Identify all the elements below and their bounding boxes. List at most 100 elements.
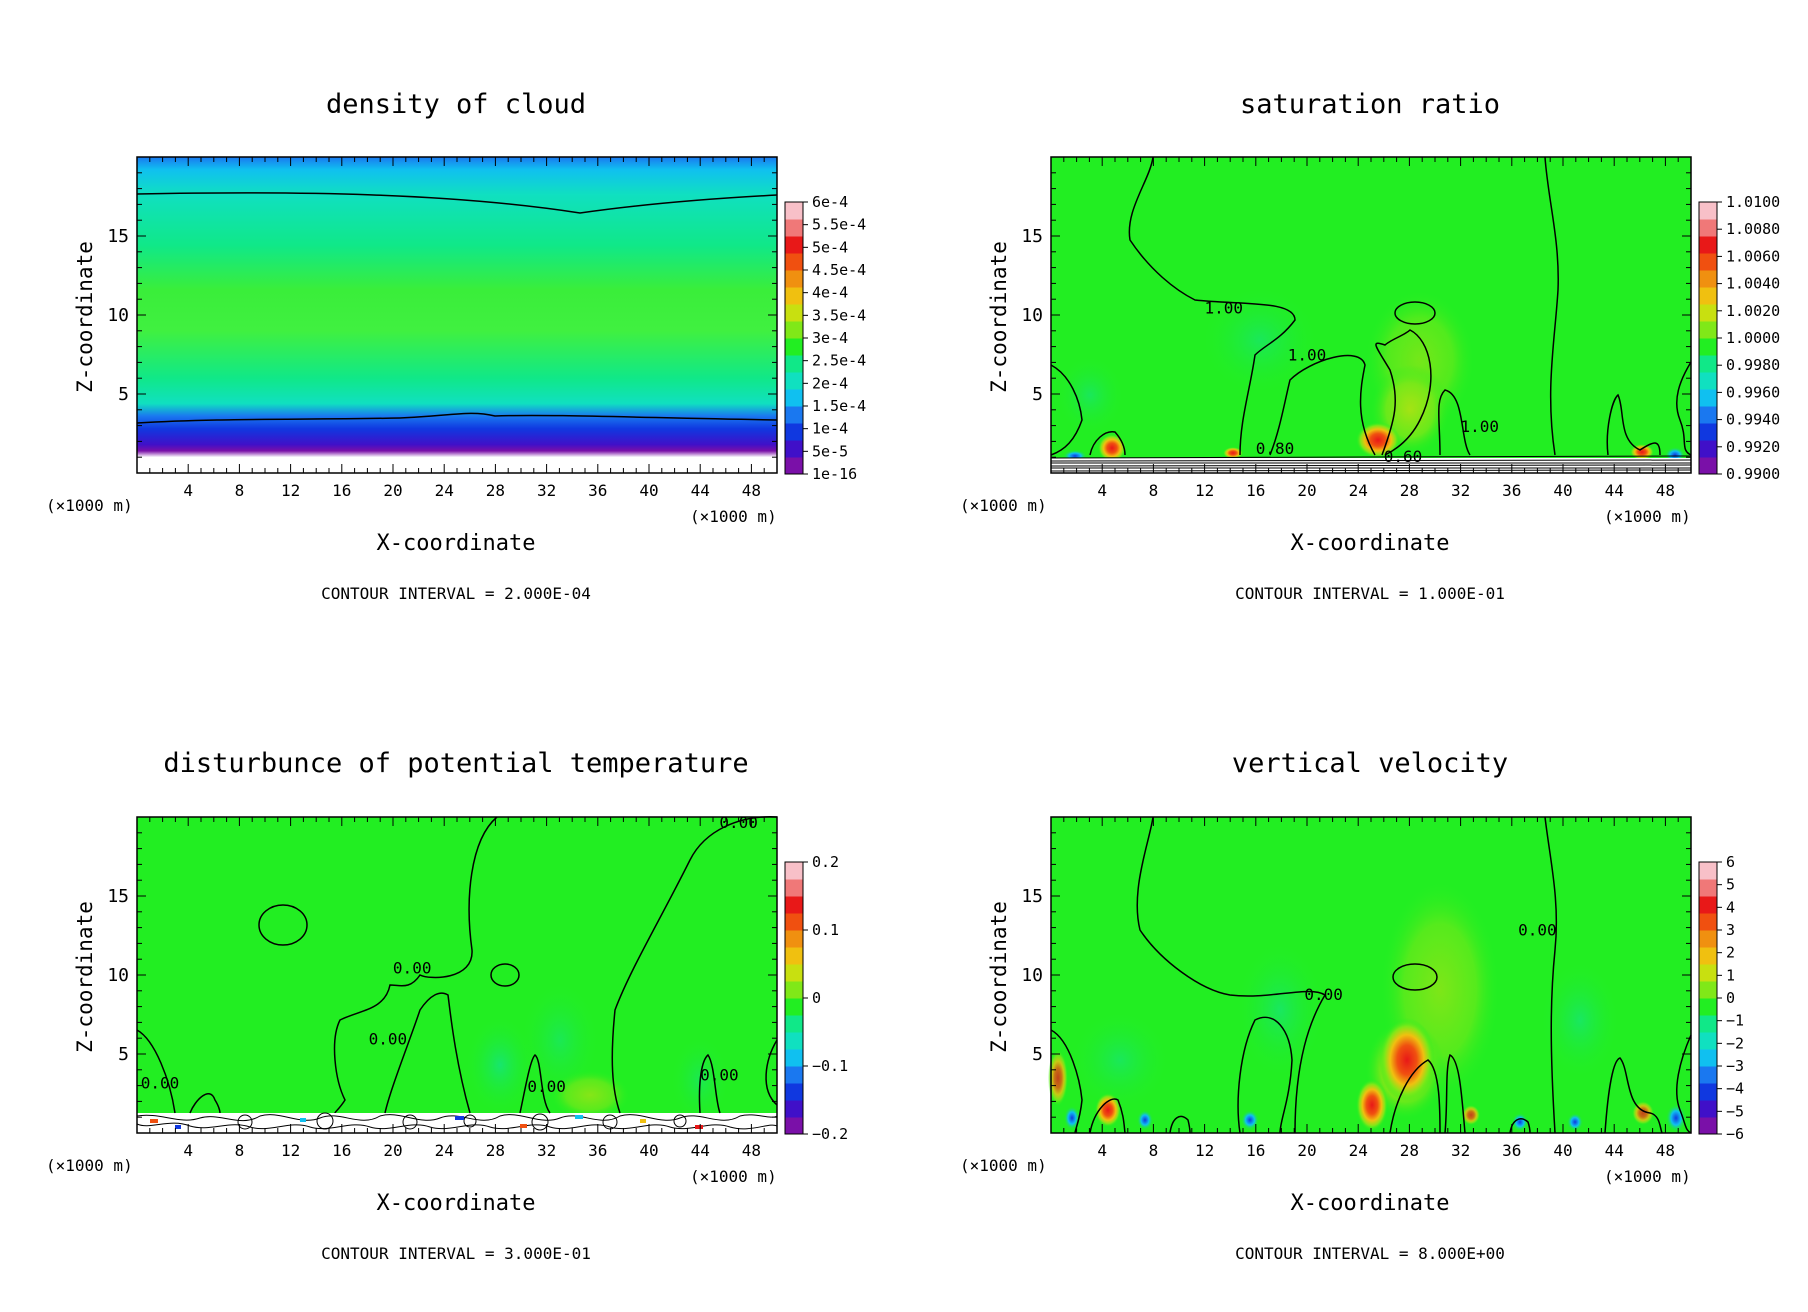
x-tick-label: 28 (1400, 481, 1419, 500)
y-tick-label: 10 (1021, 965, 1043, 986)
colorbar-label: 1.0040 (1726, 275, 1780, 293)
colorbar-swatch (785, 1032, 803, 1050)
panel2-footer: CONTOUR INTERVAL = 1.000E-01 (1235, 584, 1505, 603)
colorbar-label: 5.5e-4 (812, 216, 866, 234)
colorbar-label: −5 (1726, 1102, 1744, 1120)
panel4-title: vertical velocity (1232, 748, 1508, 779)
colorbar-label: 0 (1726, 989, 1735, 1007)
x-tick-label: 40 (639, 1141, 658, 1160)
colorbar-label: −3 (1726, 1057, 1744, 1075)
x-tick-label: 48 (742, 481, 761, 500)
x-tick-label: 44 (1605, 1141, 1624, 1160)
colorbar-swatch (1699, 202, 1717, 220)
colorbar-label: 6e-4 (812, 193, 848, 211)
panel4-blob (1540, 960, 1620, 1080)
contour-label: 0.60 (1384, 447, 1423, 466)
panel4-blob (1356, 1079, 1388, 1131)
panel1-ylabel: Z-coordinate (73, 241, 97, 393)
colorbar-swatch (1699, 389, 1717, 407)
panel4-blob (1095, 1093, 1121, 1127)
contour-label: 0.00 (719, 813, 758, 832)
colorbar-swatch (785, 321, 803, 339)
x-tick-label: 28 (1400, 1141, 1419, 1160)
panel1-contour-low (136, 412, 778, 424)
colorbar-swatch (785, 423, 803, 441)
colorbar-label: 2 (1726, 944, 1735, 962)
panel4-footer: CONTOUR INTERVAL = 8.000E+00 (1235, 1244, 1505, 1263)
x-tick-label: 12 (281, 1141, 300, 1160)
panel1-field (137, 157, 777, 473)
x-tick-label: 24 (1349, 1141, 1368, 1160)
colorbar-label: 4 (1726, 898, 1735, 916)
x-tick-label: 48 (1656, 481, 1675, 500)
colorbar-label: 5e-4 (812, 238, 848, 256)
colorbar-label: −0.2 (812, 1125, 848, 1143)
panel1-colorbar: 6e-4 5.5e-4 5e-4 4.5e-4 4e-4 3.5e-4 3e-4 2.5e-4… (784, 193, 866, 483)
colorbar-label: 1e-4 (812, 420, 848, 438)
panel4-blob (1235, 940, 1325, 1080)
panel3-color-specks (150, 1115, 703, 1129)
colorbar-swatch (785, 913, 803, 931)
x-tick-label: 48 (742, 1141, 761, 1160)
colorbar-swatch (1699, 236, 1717, 254)
x-tick-label: 28 (486, 1141, 505, 1160)
colorbar-label: 0.1 (812, 921, 839, 939)
panel4-blob (1567, 1113, 1583, 1131)
x-tick-label: 32 (1451, 481, 1470, 500)
x-tick-label: 20 (383, 481, 402, 500)
colorbar-swatch (1699, 304, 1717, 322)
colorbar-label: 0.9940 (1726, 411, 1780, 429)
panel1-xunit-left: (×1000 m) (46, 496, 133, 515)
colorbar-label: 1 (1726, 966, 1735, 984)
panel4-blob (1064, 1106, 1080, 1130)
panel4-blob (1379, 1018, 1435, 1102)
panel4-xunit-left: (×1000 m) (960, 1156, 1047, 1175)
colorbar-swatch (1699, 287, 1717, 305)
panel2-blob (1055, 355, 1125, 435)
colorbar-label: −4 (1726, 1080, 1744, 1098)
colorbar-label: 3e-4 (812, 329, 848, 347)
y-tick-label: 5 (1032, 384, 1043, 405)
contour-label: 0.00 (369, 1029, 408, 1048)
colorbar-label: 0 (812, 989, 821, 1007)
x-tick-label: 32 (537, 481, 556, 500)
x-tick-label: 12 (1195, 1141, 1214, 1160)
colorbar-swatch (1699, 423, 1717, 441)
colorbar-swatch (785, 964, 803, 982)
panel-potential-temperature: disturbunce of potential temperature (46, 748, 848, 1263)
panel4-ylabel: Z-coordinate (987, 901, 1011, 1053)
colorbar-swatch (1699, 862, 1717, 880)
panel3-footer: CONTOUR INTERVAL = 3.000E-01 (321, 1244, 591, 1263)
colorbar-swatch (785, 1015, 803, 1033)
colorbar-label: 1.0020 (1726, 302, 1780, 320)
colorbar-swatch (785, 879, 803, 897)
contour-label: 0.00 (527, 1077, 566, 1096)
colorbar-swatch (785, 1049, 803, 1067)
panel4-blob (1048, 1050, 1068, 1106)
panel1-contour-top (136, 192, 778, 214)
x-tick-label: 4 (183, 1141, 193, 1160)
y-tick-label: 10 (107, 305, 129, 326)
colorbar-swatch (1699, 1083, 1717, 1101)
panel2-field (1051, 157, 1691, 473)
contour-label: 1.00 (1205, 298, 1244, 317)
x-tick-label: 20 (1297, 1141, 1316, 1160)
panel3-ylabel: Z-coordinate (73, 901, 97, 1053)
colorbar-swatch (785, 862, 803, 880)
colorbar-swatch (1699, 930, 1717, 948)
colorbar-swatch (785, 355, 803, 373)
y-tick-label: 15 (1021, 226, 1043, 247)
colorbar-label: 1.5e-4 (812, 397, 866, 415)
x-tick-label: 24 (435, 1141, 454, 1160)
x-tick-label: 12 (1195, 481, 1214, 500)
colorbar-label: 3.5e-4 (812, 306, 866, 324)
panel2-xlabel: X-coordinate (1291, 531, 1450, 556)
colorbar-swatch (785, 372, 803, 390)
colorbar-label: 1.0000 (1726, 329, 1780, 347)
colorbar-swatch (1699, 879, 1717, 897)
contour-label: 1.00 (1461, 417, 1500, 436)
